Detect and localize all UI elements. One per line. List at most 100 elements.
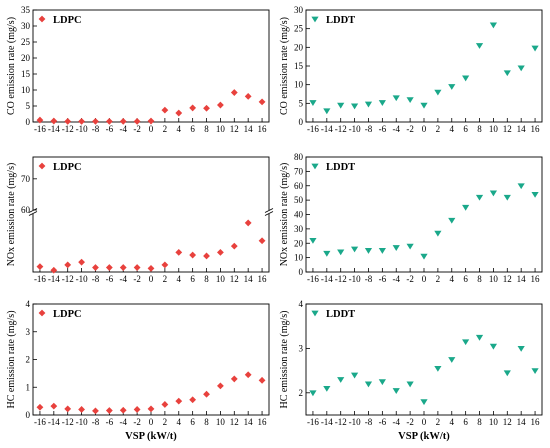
data-point: [503, 370, 511, 377]
data-point: [531, 45, 539, 52]
y-tick-label: 15: [294, 61, 304, 71]
x-tick-label: -10: [76, 274, 88, 284]
x-tick-label: 0: [149, 417, 154, 427]
x-tick-label: 4: [177, 274, 182, 284]
data-point: [119, 264, 127, 271]
x-tick-label: 16: [531, 417, 541, 427]
x-tick-label: -14: [48, 274, 60, 284]
data-point: [378, 248, 386, 254]
x-tick-label: 4: [450, 274, 455, 284]
x-tick-label: 14: [244, 417, 254, 427]
x-tick-label: -10: [349, 274, 361, 284]
x-tick-label: 12: [503, 274, 512, 284]
x-tick-label: -10: [76, 417, 88, 427]
data-point: [323, 108, 331, 115]
y-tick-label: 70: [294, 166, 304, 176]
x-tick-label: 14: [244, 124, 254, 134]
y-axis-label: NOx emission rate (mg/s): [279, 163, 290, 267]
y-tick-label: 3: [299, 343, 304, 353]
data-point: [350, 372, 359, 379]
x-tick-label: -2: [133, 417, 141, 427]
x-axis-label: VSP (kW/t): [398, 431, 450, 442]
data-point: [78, 117, 85, 125]
y-tick-label: 10: [294, 253, 304, 263]
data-point: [175, 397, 183, 405]
x-tick-label: -8: [92, 417, 100, 427]
x-tick-label: 8: [204, 124, 209, 134]
data-point: [462, 204, 470, 211]
y-tick-label: 0: [299, 267, 304, 277]
x-tick-label: -14: [48, 124, 60, 134]
data-point: [203, 252, 210, 260]
y-tick-label: 4: [299, 299, 304, 309]
x-tick-label: 6: [190, 124, 195, 134]
data-point: [133, 264, 141, 271]
legend-label: LDDT: [326, 162, 355, 173]
x-tick-label: 14: [244, 274, 254, 284]
x-tick-label: 12: [503, 417, 512, 427]
data-point: [50, 266, 58, 274]
x-tick-label: 10: [489, 274, 499, 284]
x-tick-label: 2: [436, 417, 441, 427]
data-point: [489, 22, 498, 29]
data-point: [78, 406, 85, 413]
plot-frame: [32, 9, 270, 123]
x-tick-label: -14: [321, 124, 333, 134]
x-tick-label: 2: [163, 417, 168, 427]
data-point: [364, 248, 373, 254]
y-tick-label: 10: [294, 80, 304, 90]
legend-marker: [311, 163, 319, 170]
y-tick-label: 0: [299, 117, 304, 127]
axis-break-gap: [30, 210, 36, 214]
x-tick-label: 14: [517, 417, 527, 427]
x-tick-label: 2: [163, 274, 168, 284]
legend-label: LDDT: [326, 15, 355, 26]
data-point: [258, 376, 266, 384]
data-point: [161, 261, 169, 269]
x-tick-label: 16: [258, 417, 268, 427]
data-point: [36, 263, 44, 271]
x-tick-label: 2: [163, 124, 168, 134]
legend-label: LDDT: [326, 309, 355, 320]
y-tick-label: 25: [21, 37, 31, 47]
x-tick-label: -14: [321, 417, 333, 427]
data-point: [189, 251, 197, 259]
x-tick-label: 14: [517, 124, 527, 134]
data-point: [217, 101, 224, 109]
data-point: [462, 339, 470, 346]
data-point: [309, 237, 317, 244]
data-point: [503, 194, 511, 201]
x-tick-label: -12: [62, 417, 74, 427]
y-axis-label: CO emission rate (mg/s): [6, 17, 17, 115]
x-tick-label: 0: [422, 124, 427, 134]
y-tick-label: 20: [21, 53, 31, 63]
x-tick-label: -12: [335, 274, 347, 284]
y-tick-label: 40: [294, 210, 304, 220]
data-point: [489, 343, 498, 350]
data-point: [217, 382, 224, 390]
y-tick-label: 5: [26, 101, 31, 111]
y-tick-label: 30: [294, 5, 304, 15]
data-point: [503, 70, 511, 77]
x-tick-label: -2: [406, 124, 414, 134]
axis-break-mark: [28, 208, 38, 213]
axis-break-gap: [266, 210, 272, 214]
x-tick-label: 10: [216, 417, 226, 427]
x-tick-label: 12: [230, 417, 239, 427]
data-point: [392, 95, 400, 102]
x-tick-label: -6: [106, 274, 114, 284]
data-point: [364, 381, 373, 388]
x-tick-label: -14: [48, 417, 60, 427]
chart-panel-3: 60 70 -16 -14 -12 -10 -8 -6 -4 -2 0 2 4 6 8 10 12 14 16 NOx…: [6, 156, 274, 284]
x-tick-label: 4: [450, 417, 455, 427]
x-tick-label: 16: [258, 274, 268, 284]
x-tick-label: 8: [477, 274, 482, 284]
data-point: [258, 98, 266, 106]
data-point: [517, 346, 525, 352]
data-point: [161, 106, 169, 114]
data-point: [258, 237, 266, 245]
legend-marker: [38, 15, 46, 23]
x-axis-label: VSP (kW/t): [125, 431, 177, 442]
x-tick-label: 8: [477, 417, 482, 427]
